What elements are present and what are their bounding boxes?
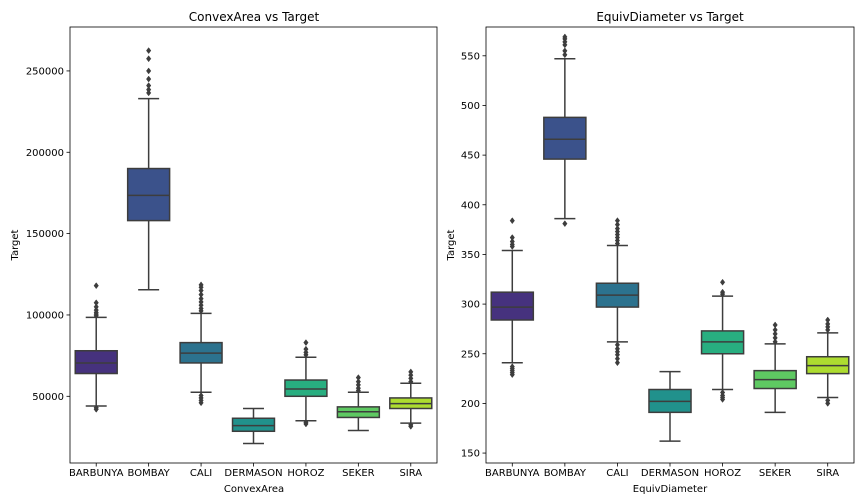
- x-tick-label: BOMBAY: [544, 468, 587, 479]
- outlier-point: [772, 326, 778, 334]
- outlier-point: [772, 334, 778, 342]
- y-tick-label: 250000: [26, 66, 64, 77]
- y-tick-label: 100000: [26, 310, 64, 321]
- box-body: [543, 116, 587, 160]
- outlier-point: [720, 278, 726, 286]
- x-tick-label: SIRA: [399, 468, 422, 479]
- outlier-point: [614, 359, 620, 367]
- outlier-point: [614, 355, 620, 363]
- outlier-point: [198, 291, 204, 299]
- outlier-point: [509, 238, 515, 245]
- y-tick-label: 550: [461, 51, 480, 62]
- outlier-point: [614, 225, 620, 233]
- outlier-point: [93, 299, 99, 307]
- y-tick-label: 500: [461, 101, 480, 112]
- outlier-point: [146, 82, 152, 89]
- y-tick-label: 200: [461, 399, 480, 410]
- x-tick-label: DERMASON: [641, 468, 699, 479]
- outlier-point: [772, 321, 778, 329]
- outlier-point: [355, 374, 361, 382]
- box-body: [74, 349, 118, 375]
- y-tick-label: 150: [461, 449, 480, 460]
- x-tick-label: BARBUNYA: [485, 468, 540, 479]
- outlier-point: [146, 86, 152, 94]
- outlier-point: [772, 338, 778, 346]
- y-tick-label: 50000: [32, 392, 64, 403]
- outlier-point: [93, 303, 99, 311]
- y-tick-label: 450: [461, 151, 480, 162]
- outlier-point: [198, 295, 204, 303]
- outlier-point: [509, 363, 515, 371]
- plot-area: 50000 100000 150000 200000 250000 BARBUNYA BOM…: [26, 26, 438, 479]
- y-tick-label: 250: [461, 349, 480, 360]
- outlier-point: [772, 330, 778, 338]
- outlier-point: [509, 234, 515, 241]
- box-body: [284, 379, 328, 398]
- x-tick-label: HOROZ: [704, 468, 741, 479]
- y-tick-label: 350: [461, 250, 480, 261]
- y-axis-label: Target: [10, 229, 21, 261]
- y-tick-label: 200000: [26, 148, 64, 159]
- outlier-point: [614, 217, 620, 225]
- y-axis-label: Target: [446, 229, 457, 261]
- box-body: [126, 167, 171, 222]
- outlier-point: [614, 341, 620, 349]
- x-axis-label: EquivDiameter: [633, 484, 708, 495]
- box-body: [231, 417, 276, 433]
- y-tick-label: 300: [461, 300, 480, 311]
- outlier-point: [720, 389, 726, 396]
- outlier-point: [93, 404, 99, 412]
- chart-equivdiameter: EquivDiameter vs Target EquivDiameter Ta…: [446, 10, 855, 495]
- outlier-point: [408, 421, 414, 429]
- outlier-point: [303, 339, 309, 347]
- outlier-point: [509, 217, 515, 225]
- outlier-point: [720, 288, 726, 296]
- outlier-point: [562, 33, 568, 41]
- y-tick-label: 150000: [26, 229, 64, 240]
- outlier-point: [408, 368, 414, 376]
- outlier-point: [146, 75, 152, 83]
- y-tick-label: 400: [461, 200, 480, 211]
- x-tick-label: SIRA: [816, 468, 839, 479]
- outlier-point: [146, 47, 152, 55]
- outlier-point: [562, 51, 568, 59]
- outlier-point: [93, 282, 99, 290]
- x-tick-label: HOROZ: [287, 468, 324, 479]
- x-tick-label: SEKER: [759, 468, 792, 479]
- outlier-point: [303, 418, 309, 426]
- box-body: [490, 291, 535, 321]
- chart-convexarea: ConvexArea vs Target ConvexArea Target 5…: [10, 10, 438, 495]
- outlier-point: [198, 281, 204, 289]
- outlier-point: [825, 320, 831, 328]
- outlier-point: [355, 378, 361, 386]
- x-tick-label: SEKER: [342, 468, 375, 479]
- chart-title: EquivDiameter vs Target: [596, 10, 744, 24]
- outlier-point: [562, 47, 568, 55]
- plot-area: 150 200 250 300 350 400 450 500 550 BARBUNYA BOMBA…: [461, 26, 855, 479]
- outlier-point: [303, 345, 309, 353]
- x-tick-label: BOMBAY: [128, 468, 171, 479]
- outlier-point: [562, 220, 568, 228]
- x-tick-label: CALI: [190, 468, 212, 479]
- outlier-point: [614, 221, 620, 229]
- outlier-point: [614, 345, 620, 353]
- chart-title: ConvexArea vs Target: [189, 10, 320, 24]
- x-tick-label: DERMASON: [224, 468, 282, 479]
- x-tick-label: CALI: [606, 468, 628, 479]
- outlier-point: [825, 316, 831, 324]
- outlier-point: [146, 55, 152, 63]
- outlier-point: [825, 397, 831, 404]
- outlier-point: [198, 392, 204, 399]
- outlier-point: [146, 67, 152, 75]
- x-axis-label: ConvexArea: [224, 484, 284, 495]
- x-tick-label: BARBUNYA: [69, 468, 124, 479]
